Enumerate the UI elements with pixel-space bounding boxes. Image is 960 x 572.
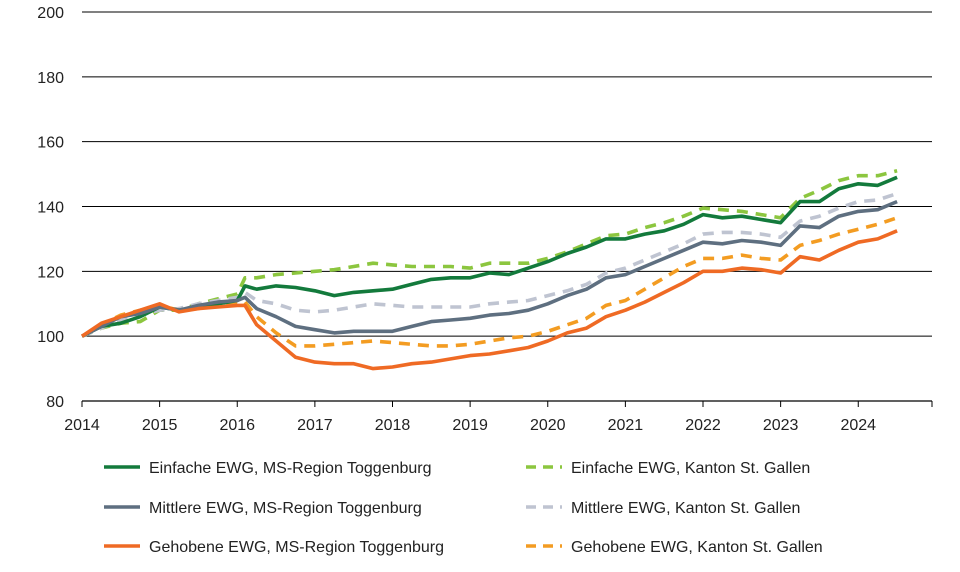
legend-item-gehobene-ewg-ms-region-toggenburg: Gehobene EWG, MS-Region Toggenburg [104, 539, 444, 556]
x-tick-label: 2017 [297, 417, 333, 434]
y-tick-label: 80 [46, 394, 64, 411]
y-tick-label: 100 [37, 329, 64, 346]
y-tick-label: 160 [37, 135, 64, 152]
legend-item-mittlere-ewg-kanton-st-gallen: Mittlere EWG, Kanton St. Gallen [526, 500, 800, 517]
legend-item-einfache-ewg-kanton-st-gallen: Einfache EWG, Kanton St. Gallen [526, 460, 810, 477]
series-line-mittlere-ewg-ms-region-toggenburg [81, 199, 898, 338]
grid-lines [82, 11, 932, 337]
legend-label: Gehobene EWG, Kanton St. Gallen [571, 539, 823, 556]
x-tick-label: 2019 [452, 417, 488, 434]
y-tick-label: 180 [37, 70, 64, 87]
x-tick-label: 2024 [840, 417, 876, 434]
x-tick-label: 2023 [763, 417, 799, 434]
legend-label: Gehobene EWG, MS-Region Toggenburg [149, 539, 444, 556]
x-tick-label: 2016 [219, 417, 255, 434]
x-tick-label: 2020 [530, 417, 566, 434]
legend-item-einfache-ewg-ms-region-toggenburg: Einfache EWG, MS-Region Toggenburg [104, 460, 432, 477]
x-tick-label: 2014 [64, 417, 100, 434]
x-tick-label: 2022 [685, 417, 721, 434]
y-tick-label: 140 [37, 200, 64, 217]
legend-label: Einfache EWG, MS-Region Toggenburg [149, 460, 432, 477]
x-tick-label: 2021 [608, 417, 644, 434]
series-line-mittlere-ewg-kanton-st-gallen [81, 191, 898, 338]
series-line-gehobene-ewg-ms-region-toggenburg [80, 229, 898, 371]
axes: 80 100 120 140 160 180 200 2014 2015 2016 2017 2018… [37, 5, 933, 434]
legend-item-gehobene-ewg-kanton-st-gallen: Gehobene EWG, Kanton St. Gallen [526, 539, 823, 556]
x-tick-label: 2018 [375, 417, 411, 434]
legend-item-mittlere-ewg-ms-region-toggenburg: Mittlere EWG, MS-Region Toggenburg [104, 500, 422, 517]
legend: Einfache EWG, MS-Region Toggenburg Einfac… [104, 460, 823, 556]
y-tick-label: 200 [37, 5, 64, 22]
x-tick-label: 2015 [142, 417, 178, 434]
data-series [80, 169, 898, 371]
y-tick-label: 120 [37, 264, 64, 281]
series-line-gehobene-ewg-kanton-st-gallen [81, 216, 898, 348]
legend-label: Mittlere EWG, Kanton St. Gallen [571, 500, 800, 517]
series-line-einfache-ewg-kanton-st-gallen [81, 169, 898, 338]
legend-label: Mittlere EWG, MS-Region Toggenburg [149, 500, 422, 517]
legend-label: Einfache EWG, Kanton St. Gallen [571, 460, 810, 477]
series-line-einfache-ewg-ms-region-toggenburg [81, 175, 898, 338]
